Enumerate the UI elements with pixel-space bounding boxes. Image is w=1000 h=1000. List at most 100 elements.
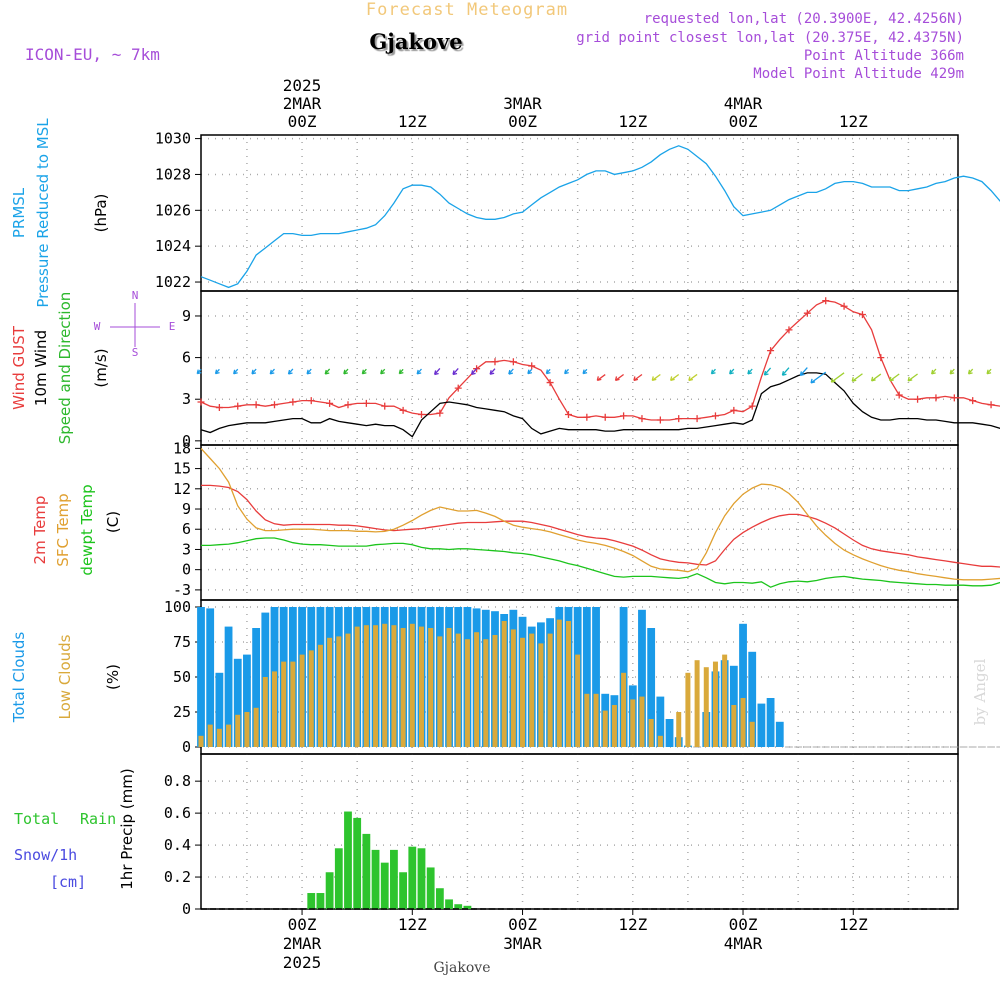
bottom-time-label: 00Z — [729, 915, 758, 934]
gust-marker — [197, 398, 205, 406]
low-cloud-bar — [630, 699, 636, 747]
snow-label: Snow/1h — [14, 846, 77, 864]
gust-marker — [417, 410, 425, 418]
plot-area: 102210241026102810300369-303691215180255… — [155, 76, 1000, 972]
top-time-label: 2MAR — [283, 94, 322, 113]
compass-e: E — [169, 320, 176, 333]
low-cloud-bar — [575, 654, 581, 747]
low-cloud-bar — [409, 623, 415, 747]
temperature-y-tick-label: 18 — [173, 439, 191, 457]
rain-label: Rain — [80, 810, 116, 828]
low-cloud-bar — [464, 639, 470, 747]
low-cloud-bar — [565, 621, 571, 747]
wind-arrow-head — [489, 370, 495, 375]
dewpt-label: dewpt Temp — [78, 484, 96, 575]
wind-arrow — [889, 373, 900, 382]
wind-arrow-head — [545, 369, 551, 375]
low-cloud-bar — [290, 661, 296, 747]
total-cloud-bar — [592, 607, 600, 747]
low-cloud-bar — [455, 633, 461, 747]
total-cloud-bar — [739, 623, 747, 747]
forecast-title: Forecast Meteogram — [366, 0, 568, 20]
low-cloud-bar — [428, 628, 434, 747]
wind-arrow-head — [781, 371, 787, 376]
requested-coords: requested lon,lat (20.3900E, 42.4256N) — [644, 11, 964, 27]
temperature-y-tick-label: 9 — [182, 500, 191, 518]
pressure-y-tick-label: 1030 — [155, 130, 191, 148]
wind-arrow-head — [688, 376, 694, 382]
low-cloud-bar — [749, 721, 755, 747]
gust-marker — [877, 354, 885, 362]
total-cloud-bar — [647, 628, 656, 747]
low-cloud-bar — [345, 633, 351, 747]
low-cloud-bar — [722, 654, 728, 747]
gust-marker — [969, 397, 977, 405]
wind-arrow-head — [967, 369, 973, 375]
low-cloud-bar — [621, 672, 627, 747]
wind-arrow-head — [670, 376, 675, 382]
low-cloud-bar — [685, 672, 691, 747]
total-cloud-bar — [243, 654, 251, 747]
wind-y-tick-label: 0 — [182, 432, 191, 450]
low-cloud-bar — [308, 650, 314, 747]
low-cloud-bar — [216, 728, 222, 747]
top-time-label: 12Z — [618, 112, 647, 131]
wind-arrow-head — [196, 369, 202, 375]
low-cloud-bar — [676, 712, 682, 747]
bottom-time-label: 2MAR — [283, 934, 322, 953]
wind-arrow-head — [949, 369, 955, 375]
snow-unit: [cm] — [50, 873, 86, 891]
precip-y-tick-label: 0.6 — [164, 804, 191, 822]
precip-panel: 0 0.2 0.4 0.6 0.8 — [164, 753, 959, 918]
top-time-label: 2025 — [283, 76, 322, 95]
gust-marker — [656, 416, 664, 424]
total-cloud-bar — [224, 626, 233, 747]
gust-marker — [528, 362, 536, 370]
gust-marker — [711, 412, 719, 420]
gust-marker — [785, 326, 793, 334]
low-cloud-bar — [354, 626, 360, 747]
bottom-time-label: 2025 — [283, 953, 322, 972]
gust-marker — [987, 401, 995, 409]
low-cloud-bar — [327, 637, 333, 747]
rain-bar — [344, 811, 352, 909]
wind-arrow-head — [986, 369, 992, 375]
low-cloud-bar — [510, 629, 516, 747]
wind-arrow — [871, 373, 882, 382]
prmsl-unit: (hPa) — [92, 194, 110, 233]
precip-y-tick-label: 0 — [182, 900, 191, 918]
low-cloud-bar — [391, 625, 397, 747]
wind-unit: (m/s) — [92, 348, 110, 387]
wind-arrow-head — [343, 369, 348, 375]
low-cloud-bar — [262, 677, 268, 747]
wind-arrow-head — [799, 371, 805, 377]
total-cloud-bar — [582, 607, 591, 747]
compass-s: S — [132, 346, 139, 359]
wind-arrow-head — [527, 369, 533, 375]
low-cloud-bar — [244, 712, 250, 747]
pressure-y-tick-label: 1024 — [155, 237, 191, 255]
low-cloud-bar — [556, 619, 562, 747]
low-cloud-bar — [529, 633, 535, 747]
gust-marker — [436, 409, 444, 417]
gust-marker — [399, 406, 407, 414]
top-time-label: 00Z — [508, 112, 537, 131]
wind-arrow-head — [633, 376, 639, 382]
wind-arrow — [763, 367, 772, 376]
clouds-panel: 0 25 50 75 100 — [164, 598, 1000, 756]
clouds-y-tick-label: 100 — [164, 598, 191, 616]
top-time-label: 3MAR — [503, 94, 542, 113]
low-cloud-bar — [373, 625, 379, 747]
rain-bar — [380, 862, 389, 909]
rain-bar — [417, 848, 426, 909]
compass-n: N — [132, 289, 139, 302]
low-cloud-bar — [657, 735, 663, 747]
low-cloud-bar — [611, 705, 617, 747]
gust-marker — [803, 309, 811, 317]
clouds-y-tick-label: 0 — [182, 738, 191, 756]
wind-arrow-head — [214, 369, 220, 375]
wind-dir-label: Speed and Direction — [56, 292, 74, 445]
wind-arrow-head — [233, 369, 238, 375]
pressure-y-tick-label: 1022 — [155, 273, 191, 291]
low-cloud-bar — [474, 632, 480, 747]
